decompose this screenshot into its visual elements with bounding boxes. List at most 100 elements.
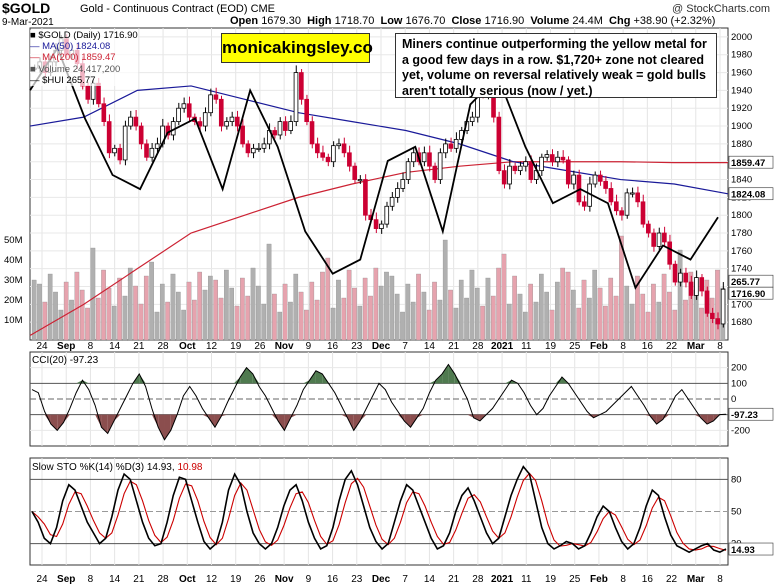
volume-bar [122, 295, 128, 341]
volume-bar [314, 299, 320, 341]
candle-body [603, 180, 608, 189]
volume-bar [208, 275, 213, 341]
y-tick-label: 1960 [731, 68, 752, 79]
x-tick-label: 19 [230, 574, 242, 585]
candle-body [544, 154, 550, 158]
candle-body [667, 241, 673, 265]
volume-bar [192, 299, 197, 341]
candle-body [656, 232, 662, 247]
candle-body [395, 188, 400, 198]
candle-body [565, 159, 571, 185]
x-tick-label: 23 [351, 574, 363, 585]
volume-bar [90, 247, 96, 341]
y-tick-label: 1780 [731, 228, 752, 239]
x-tick-label: Feb [590, 341, 608, 352]
candle-body [720, 288, 726, 325]
volume-bar [661, 273, 667, 341]
candle-body [112, 147, 117, 154]
cci-fill [643, 414, 651, 417]
candle-body [651, 232, 656, 247]
candle-body [379, 223, 384, 229]
close-tag-box [728, 286, 774, 300]
volume-bar [432, 281, 437, 341]
volume-bar [533, 301, 539, 341]
candle-body [710, 312, 715, 320]
volume-bar [304, 309, 309, 341]
candle-body [186, 103, 192, 118]
cci-fill [587, 414, 594, 418]
candle-body [96, 82, 101, 105]
x-tick-label: 11 [521, 341, 532, 352]
candle-body [640, 201, 646, 225]
candle-body [373, 219, 379, 229]
x-tick-label: 28 [158, 574, 170, 585]
candle-body [363, 179, 368, 216]
volume-bar [389, 275, 395, 341]
annotation-note: Miners continue outperforming the yellow… [395, 33, 717, 98]
volume-bar [117, 277, 122, 341]
volume-bar [341, 297, 347, 341]
candle-body [715, 318, 721, 325]
volume-bar [549, 309, 555, 341]
candle-body [453, 139, 459, 149]
candle-body [528, 161, 534, 180]
cci-fill [271, 414, 279, 421]
legend-ma200: — MA(200) 1859.47 [30, 52, 116, 64]
x-tick-label: Oct [179, 341, 196, 352]
candle-body [341, 143, 347, 154]
candle-body [165, 125, 171, 136]
candle-body [272, 130, 277, 136]
x-tick-label: 11 [521, 574, 532, 585]
volume-bar [410, 301, 416, 341]
volume-bar [565, 271, 571, 341]
cci-fill [50, 414, 58, 431]
candle-body [555, 156, 560, 163]
volume-bar [496, 267, 501, 341]
candle-body [101, 103, 107, 123]
x-tick-label: 14 [109, 574, 121, 585]
candle-body [688, 281, 694, 296]
hui-tag: 265.77 [731, 277, 760, 288]
x-tick-label: Sep [57, 574, 75, 585]
volume-bar [528, 283, 533, 341]
candle-body [699, 277, 705, 292]
candle-body [213, 94, 219, 100]
volume-bar [288, 301, 293, 341]
candle-body [592, 174, 598, 185]
volume-bar [544, 291, 549, 341]
candle-body [218, 98, 224, 127]
x-tick-label: Mar [687, 341, 705, 352]
y-tick-label: 1940 [731, 85, 752, 96]
open-label: Open [230, 15, 259, 27]
candle-body [384, 205, 390, 225]
candle-body [315, 143, 320, 154]
volume-bar [133, 285, 138, 341]
sto-k-line [31, 465, 727, 554]
candle-body [357, 179, 363, 182]
volume-bar [474, 287, 480, 341]
x-tick-label: Feb [590, 574, 608, 585]
candle-body [128, 116, 133, 127]
cci-line [31, 363, 727, 441]
candle-body [448, 143, 454, 149]
cci-fill [44, 414, 51, 425]
x-tick-label: 26 [254, 574, 266, 585]
volume-bar [522, 311, 528, 341]
x-tick-label: Nov [275, 574, 294, 585]
candle-body [683, 272, 689, 283]
volume-tick-label: 30M [4, 275, 23, 286]
volume-bar [688, 271, 694, 341]
candle-body [523, 161, 528, 167]
volume-bar [581, 279, 587, 341]
volume-bar [480, 305, 485, 341]
cci-fill [360, 414, 367, 421]
x-tick-label: 26 [254, 341, 266, 352]
volume-bar [576, 307, 582, 341]
y-tick-label: 1800 [731, 210, 752, 221]
candle-body [571, 174, 576, 185]
x-tick-label: 16 [327, 341, 339, 352]
volume-bar [175, 291, 181, 341]
x-tick-label: 2021 [491, 574, 514, 585]
